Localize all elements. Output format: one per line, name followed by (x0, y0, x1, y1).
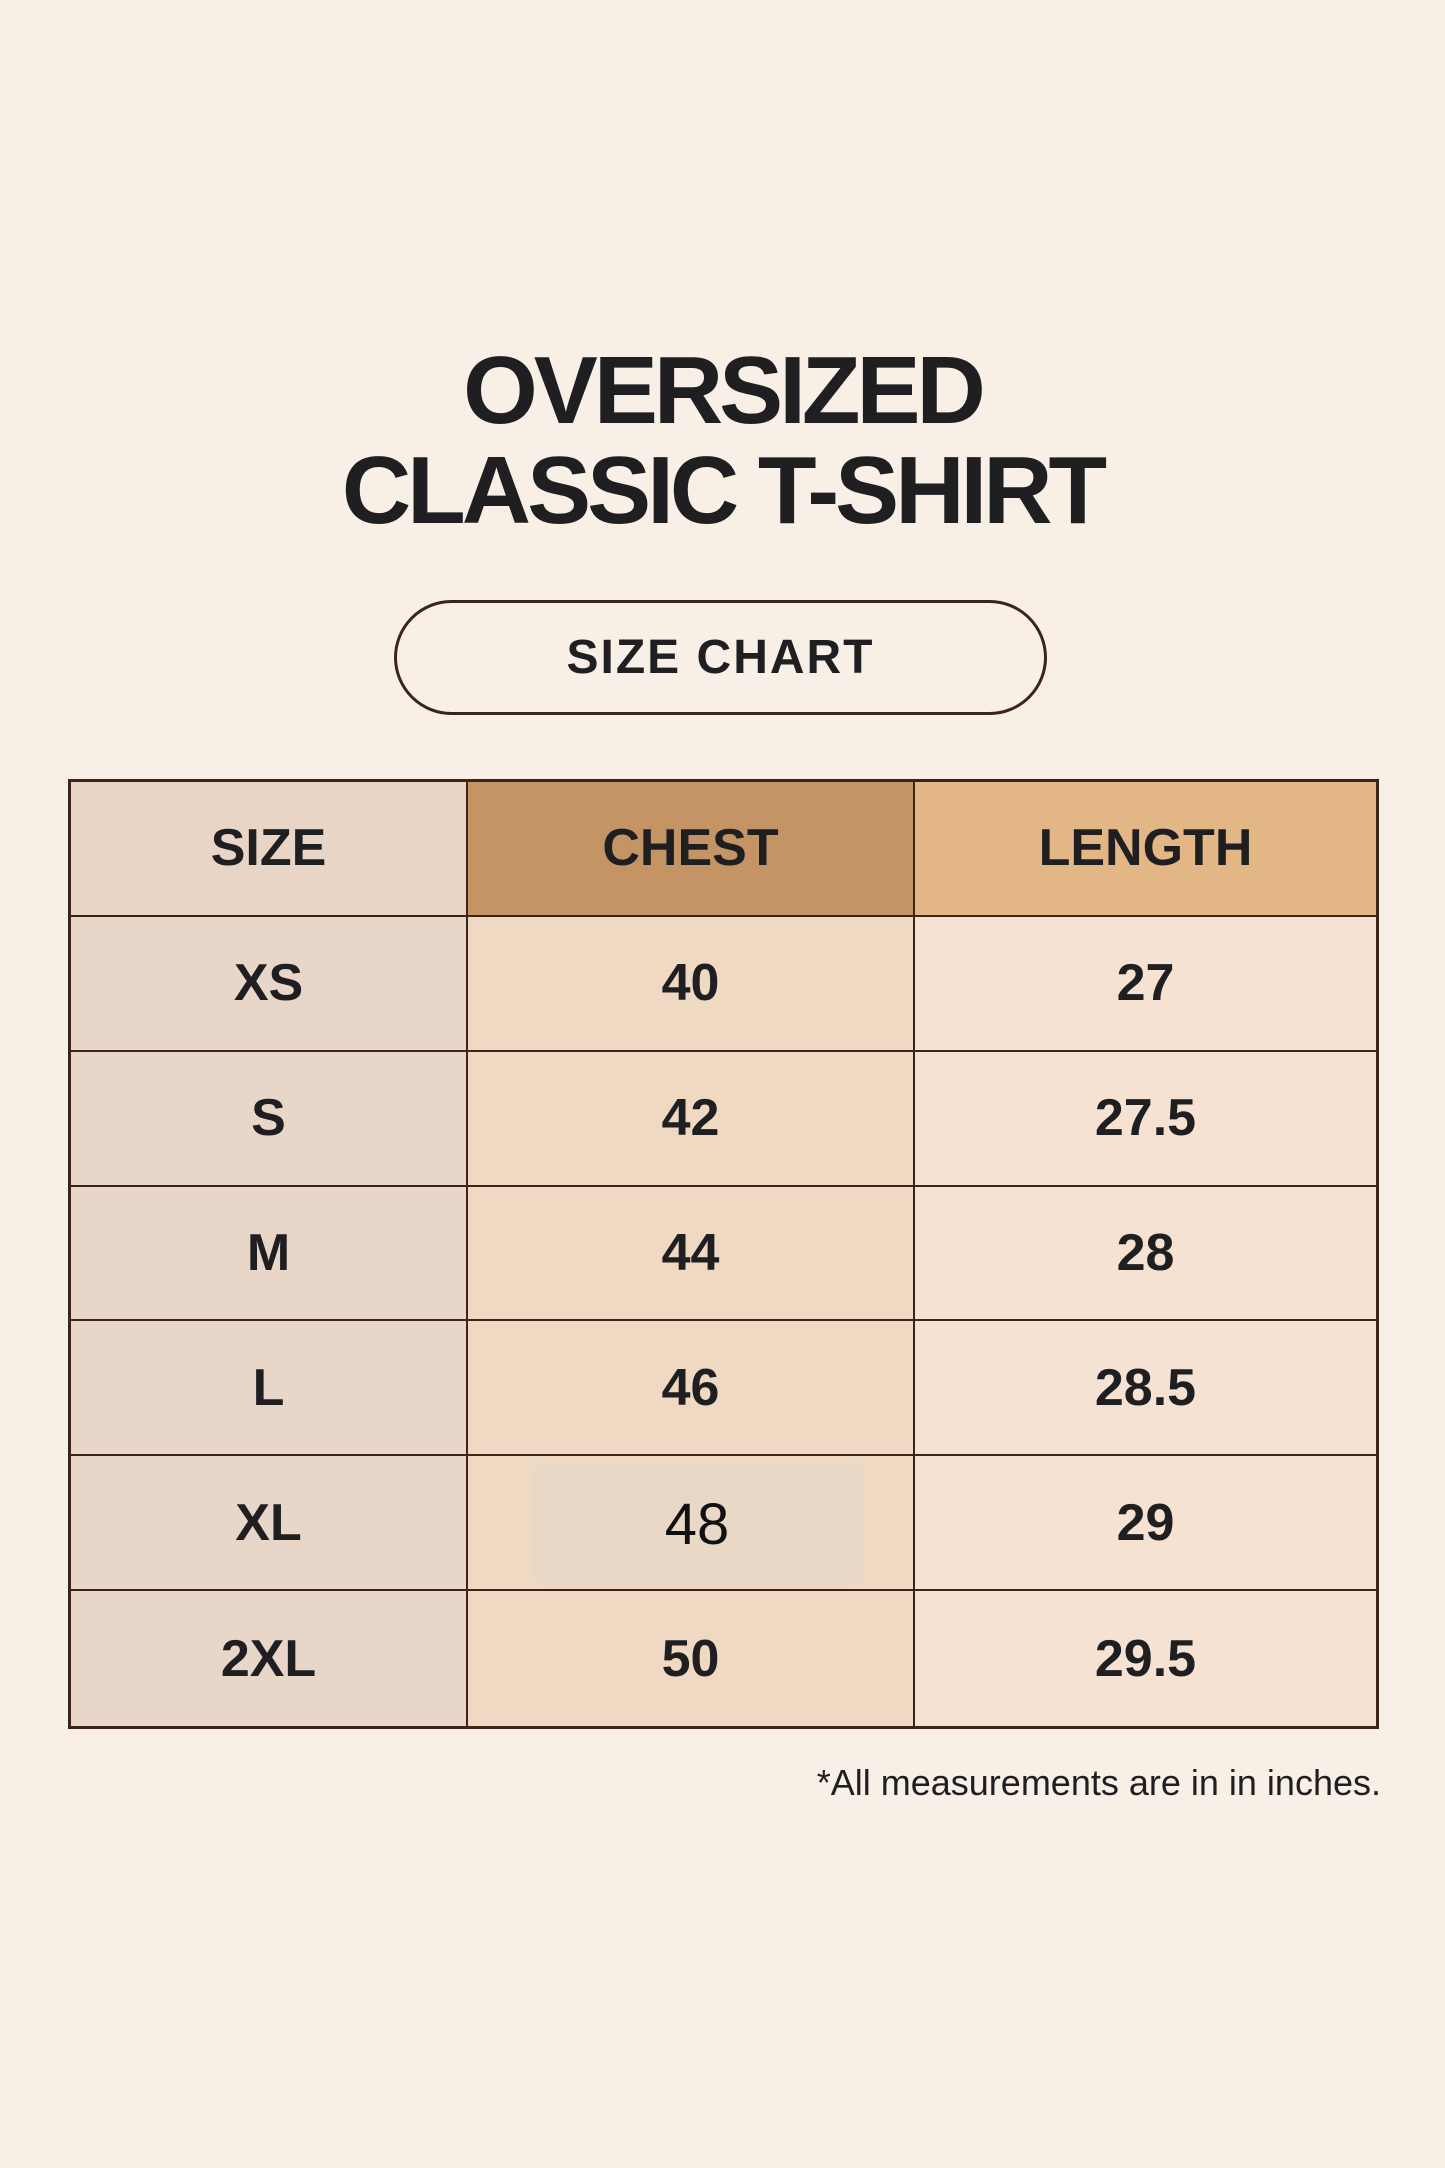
cell-size: 2XL (71, 1591, 468, 1726)
size-table: SIZE CHEST LENGTH XS 40 27 S 42 27.5 M 44 28 L 46 28.5… (68, 779, 1379, 1729)
cell-chest: 48 (468, 1456, 915, 1592)
size-chart-badge: SIZE CHART (394, 600, 1047, 715)
cell-size: L (71, 1321, 468, 1457)
footnote: *All measurements are in in inches. (816, 1762, 1381, 1803)
cell-chest-value: 48 (531, 1462, 863, 1587)
header-length: LENGTH (915, 782, 1376, 917)
cell-length: 28 (915, 1186, 1376, 1322)
cell-chest: 44 (468, 1186, 915, 1322)
cell-length: 29.5 (915, 1591, 1376, 1726)
cell-length: 27 (915, 916, 1376, 1052)
title-line-1: OVERSIZED (463, 337, 986, 444)
header-chest: CHEST (468, 782, 915, 917)
cell-size: XS (71, 916, 468, 1052)
cell-size: M (71, 1186, 468, 1322)
cell-length: 27.5 (915, 1051, 1376, 1187)
cell-size: XL (71, 1456, 468, 1592)
title-line-2: CLASSIC T-SHIRT (341, 437, 1107, 544)
header-size: SIZE (71, 782, 468, 917)
cell-size: S (71, 1051, 468, 1187)
cell-length: 28.5 (915, 1321, 1376, 1457)
cell-chest: 42 (468, 1051, 915, 1187)
cell-chest: 46 (468, 1321, 915, 1457)
cell-chest: 50 (468, 1591, 915, 1726)
cell-chest: 40 (468, 916, 915, 1052)
cell-length: 29 (915, 1456, 1376, 1592)
